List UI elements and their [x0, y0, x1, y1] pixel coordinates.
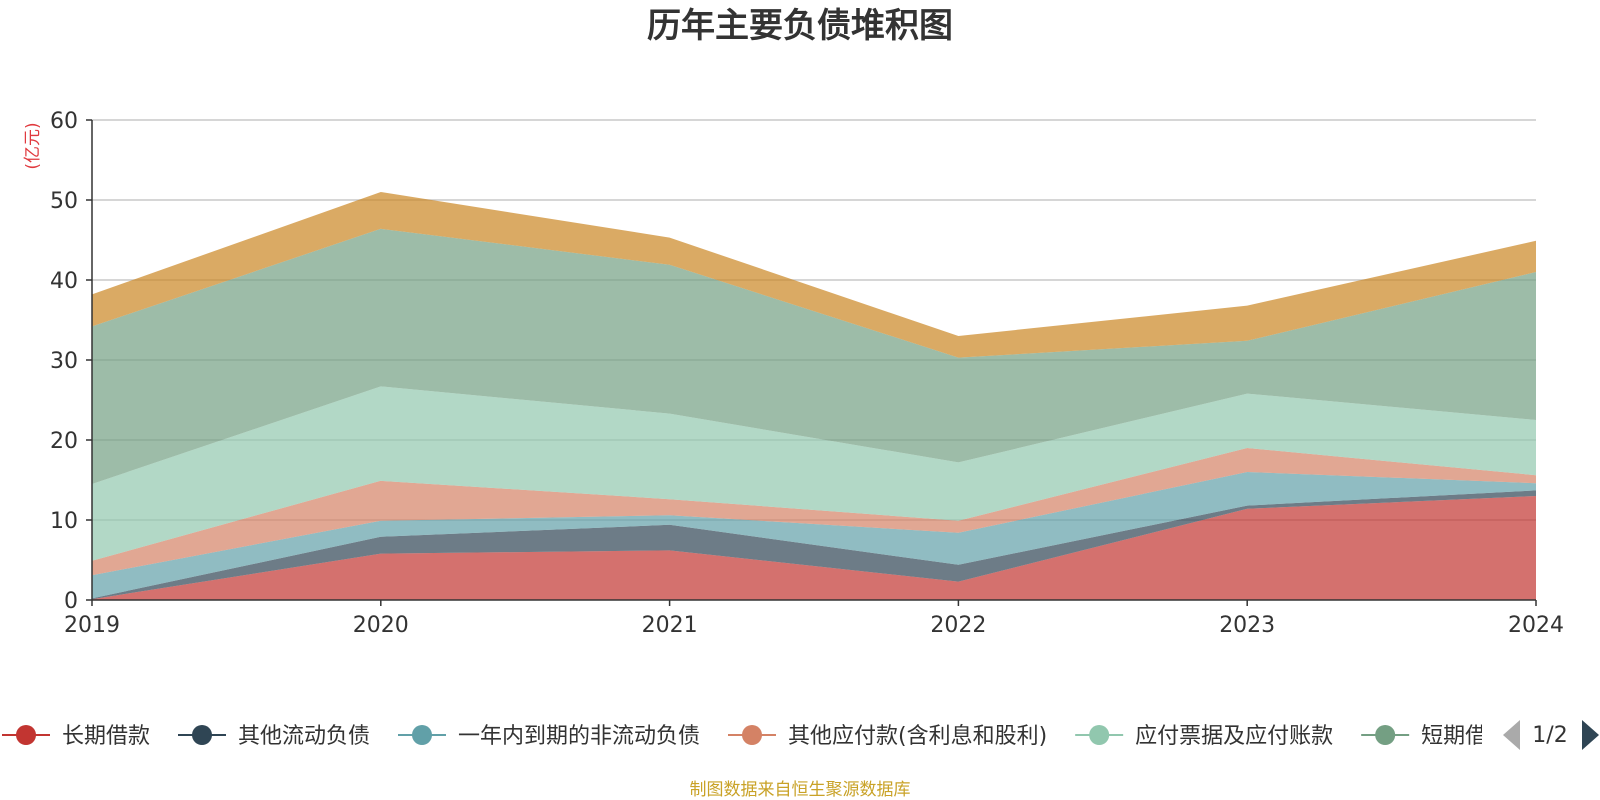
legend-item[interactable]: 一年内到期的非流动负债	[398, 724, 700, 749]
legend-item[interactable]: 短期借款	[1361, 724, 1509, 749]
series-areas	[92, 192, 1536, 600]
y-axis-tick-labels: 0 10 20 30 40 50 60	[50, 109, 78, 614]
y-tick-label: 20	[50, 429, 78, 454]
x-tick-label: 2024	[1508, 613, 1564, 638]
legend-items: 长期借款 其他流动负债 一年内到期的非流动负债 其他应付款(含利息和股利) 应付票据及应…	[2, 724, 1509, 749]
legend-label: 其他应付款(含利息和股利)	[788, 724, 1047, 749]
legend-pager: 1/2	[1503, 720, 1599, 750]
legend-prev-icon[interactable]	[1503, 720, 1520, 750]
legend-marker	[412, 725, 433, 745]
legend-label: 其他流动负债	[238, 724, 370, 749]
legend-next-icon[interactable]	[1582, 720, 1599, 750]
legend-marker	[1089, 725, 1110, 745]
x-tick-label: 2022	[930, 613, 986, 638]
legend-marker	[16, 725, 36, 745]
area-长期借款	[92, 496, 1536, 600]
area-一年内到期的非流动负债	[92, 472, 1536, 599]
legend-item[interactable]: 应付票据及应付账款	[1075, 724, 1333, 749]
x-tick-label: 2020	[353, 613, 409, 638]
legend-label: 应付票据及应付账款	[1135, 724, 1333, 749]
y-tick-label: 60	[50, 109, 78, 134]
legend-marker	[742, 725, 763, 745]
legend-item[interactable]: 长期借款	[2, 724, 150, 749]
chart-title: 历年主要负债堆积图	[647, 6, 953, 46]
area-其他应付款(含利息和股利)	[92, 448, 1536, 576]
legend-marker	[192, 725, 213, 745]
axes	[86, 119, 1537, 606]
area-series-7	[92, 192, 1536, 358]
legend-label: 长期借款	[62, 724, 150, 749]
legend-label: 一年内到期的非流动负债	[458, 724, 700, 749]
y-tick-label: 0	[64, 589, 78, 614]
y-tick-label: 10	[50, 509, 78, 534]
y-tick-label: 50	[50, 189, 78, 214]
x-tick-label: 2023	[1219, 613, 1275, 638]
y-tick-label: 40	[50, 269, 78, 294]
x-tick-label: 2019	[64, 613, 120, 638]
legend-page-indicator: 1/2	[1532, 723, 1567, 748]
legend-item[interactable]: 其他应付款(含利息和股利)	[728, 724, 1047, 749]
data-source-note: 制图数据来自恒生聚源数据库	[690, 780, 911, 800]
x-tick-label: 2021	[642, 613, 698, 638]
legend-marker	[1375, 725, 1396, 745]
legend: 长期借款 其他流动负债 一年内到期的非流动负债 其他应付款(含利息和股利) 应付票据及应…	[2, 724, 1509, 749]
y-tick-label: 30	[50, 349, 78, 374]
legend-item[interactable]: 其他流动负债	[178, 724, 370, 749]
y-axis-unit: (亿元)	[23, 122, 43, 169]
area-应付票据及应付账款	[92, 386, 1536, 561]
area-短期借款	[92, 228, 1536, 484]
legend-label: 短期借款	[1421, 724, 1509, 749]
x-axis-tick-labels: 2019 2020 2021 2022 2023 2024	[64, 613, 1564, 638]
